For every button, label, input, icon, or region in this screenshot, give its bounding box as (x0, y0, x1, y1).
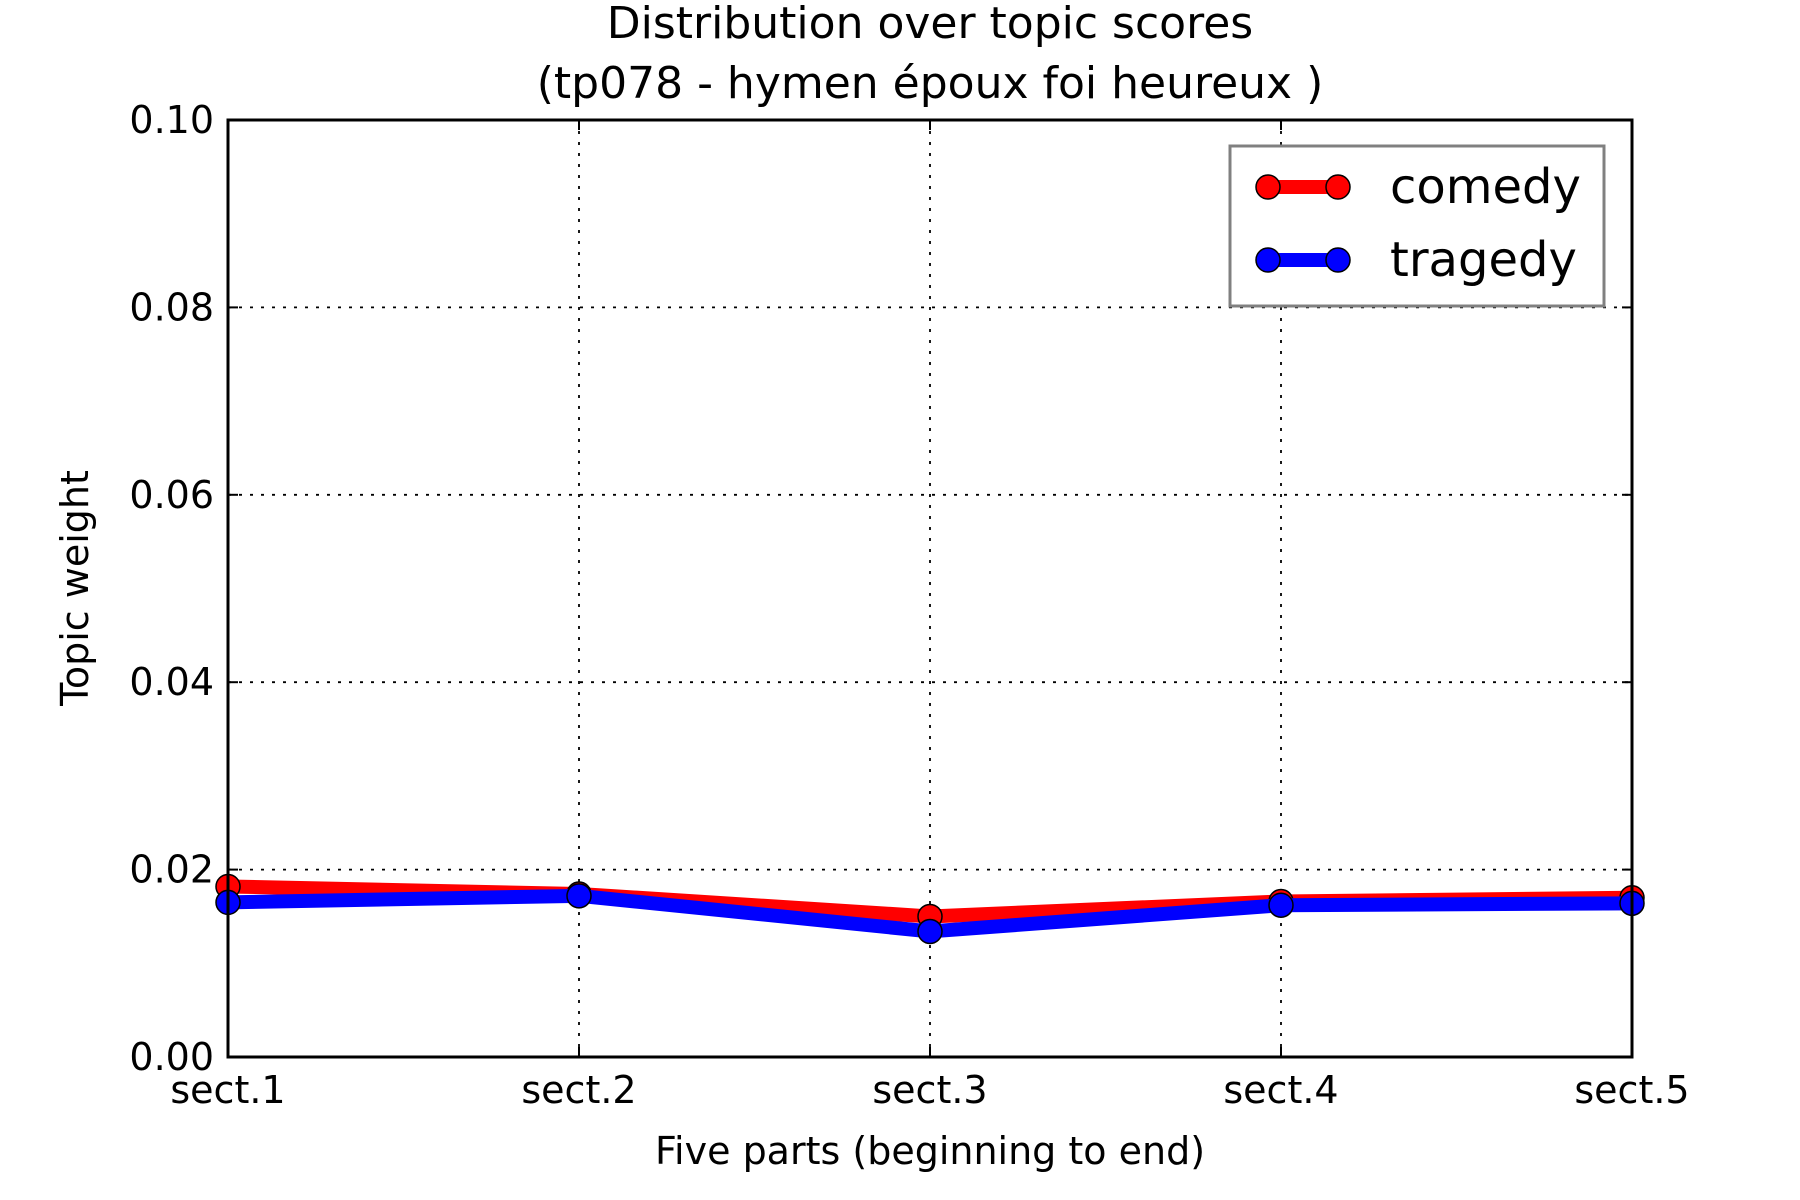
series-tragedy (215, 883, 1645, 945)
plot-frame (226, 118, 1634, 1059)
y-tick-label: 0.08 (129, 285, 214, 329)
point-tragedy (1268, 892, 1294, 918)
legend-marker-tragedy-start (1255, 247, 1281, 273)
legend-marker-comedy-end (1325, 174, 1351, 200)
x-tick-label: sect.1 (170, 1068, 285, 1112)
legend-box (1228, 144, 1606, 308)
chart-subtitle: (tp078 - hymen époux foi heureux ) (537, 58, 1323, 109)
point-tragedy (566, 883, 592, 909)
legend-marker-comedy-start (1255, 174, 1281, 200)
chart-title: Distribution over topic scores (607, 0, 1253, 49)
legend: comedy tragedy (1228, 144, 1606, 308)
y-axis-label: Topic weight (53, 470, 97, 707)
legend-label-tragedy: tragedy (1390, 232, 1577, 288)
series-lines (215, 873, 1645, 945)
y-tick-label: 0.10 (129, 98, 214, 142)
x-tick-label: sect.2 (521, 1068, 636, 1112)
legend-label-comedy: comedy (1390, 159, 1581, 215)
y-tick-label: 0.06 (129, 473, 214, 517)
y-tick-label: 0.00 (129, 1035, 214, 1079)
x-tick-label: sect.3 (872, 1068, 987, 1112)
legend-marker-tragedy-end (1325, 247, 1351, 273)
x-tick-label: sect.4 (1223, 1068, 1338, 1112)
axis-ticks: 0.00 0.02 0.04 0.06 0.08 0.10 sect.1 sect.2 sect… (129, 98, 1689, 1112)
y-tick-label: 0.04 (129, 660, 214, 704)
x-axis-label: Five parts (beginning to end) (655, 1129, 1205, 1173)
x-tick-label: sect.5 (1574, 1068, 1689, 1112)
y-tick-label: 0.02 (129, 848, 214, 892)
point-tragedy (917, 918, 943, 945)
